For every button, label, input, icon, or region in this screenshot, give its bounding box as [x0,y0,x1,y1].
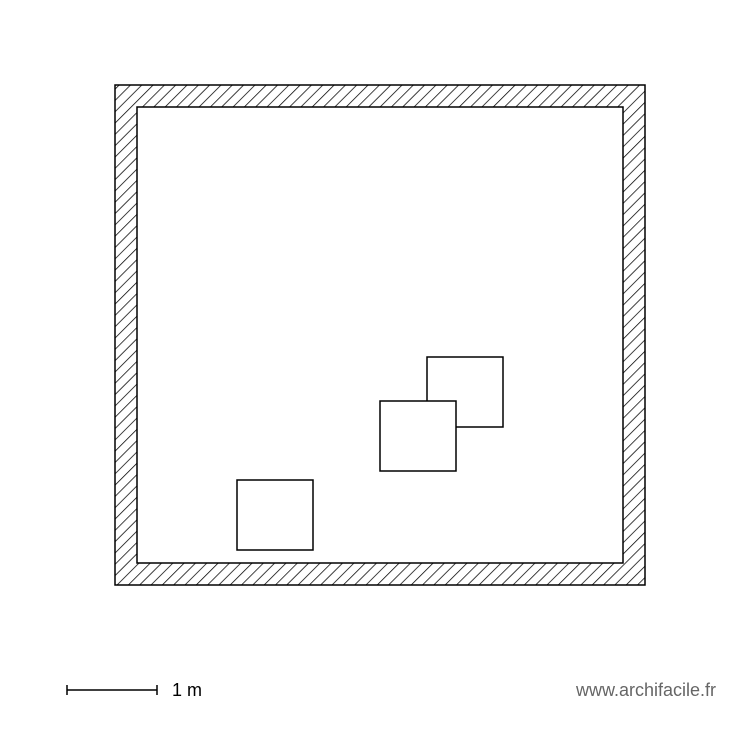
scale-bar: 1 m [67,680,202,700]
credit-text: www.archifacile.fr [575,680,716,700]
room-wall [115,85,645,585]
scale-label: 1 m [172,680,202,700]
box-2 [380,401,456,471]
box-3 [237,480,313,550]
wall-inner-border [137,107,623,563]
